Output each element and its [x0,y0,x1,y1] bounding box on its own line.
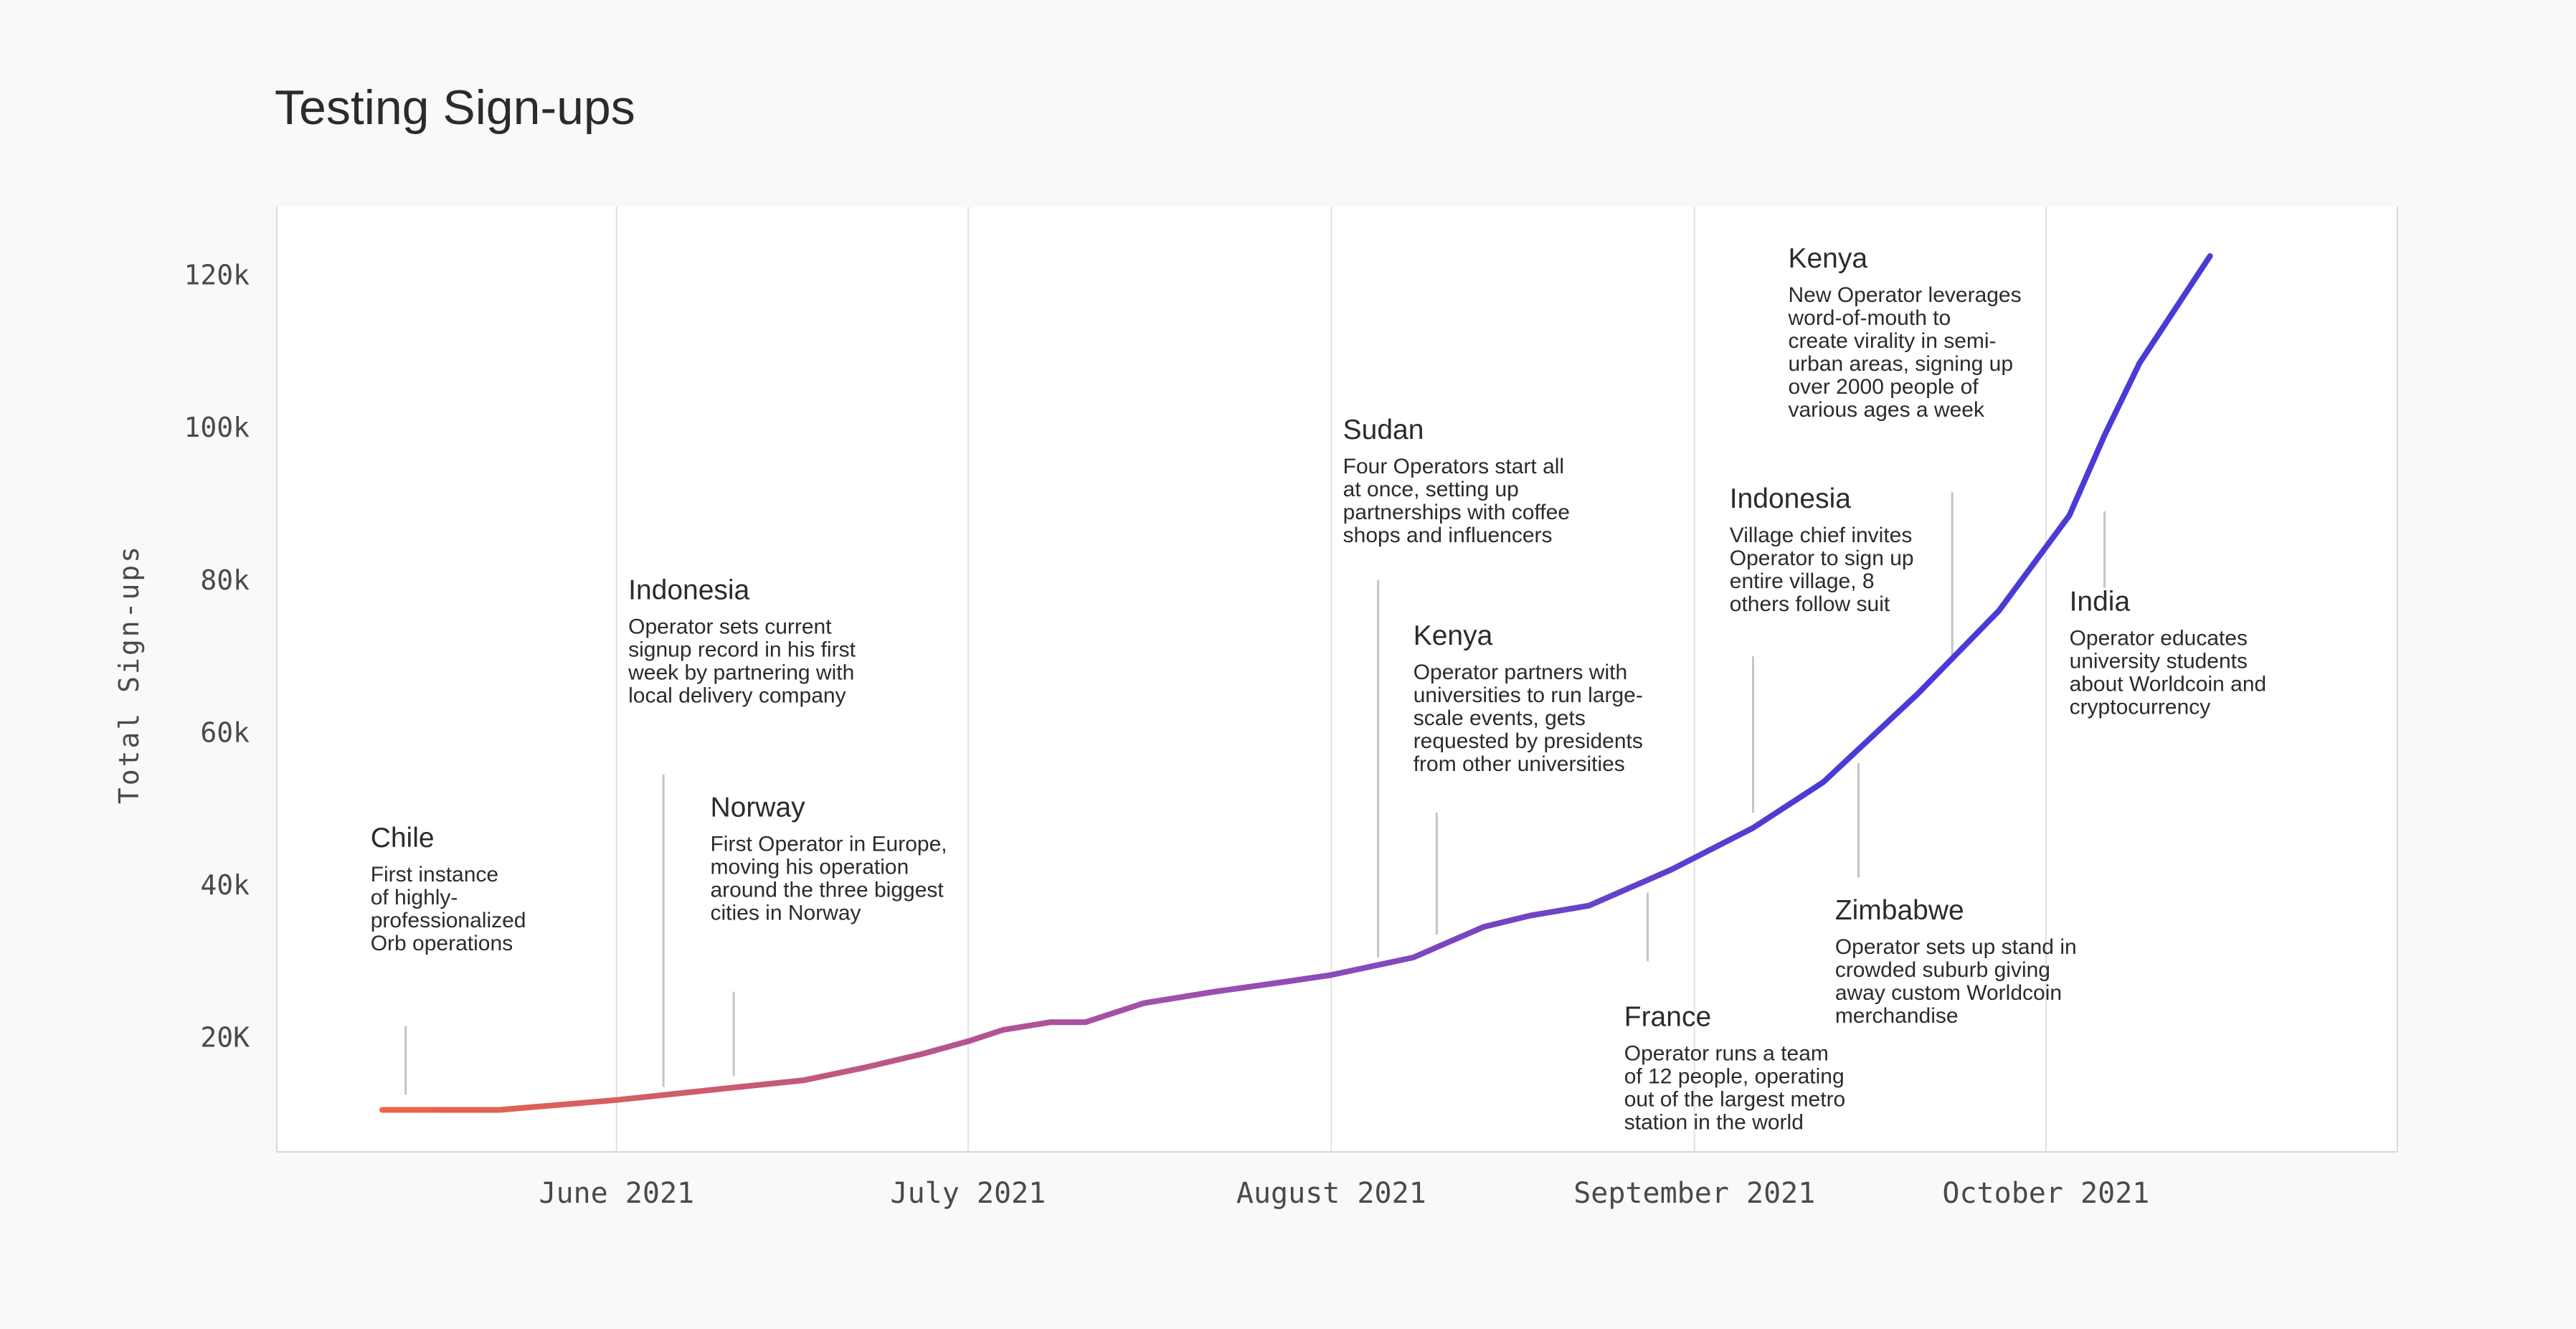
y-axis: 120k 100k 80k 60k 40k 20K [184,260,250,1054]
annotation-text-line: of highly- [371,886,458,909]
annotation-title: Sudan [1343,415,1424,445]
annotation-text-line: shops and influencers [1343,524,1553,547]
annotation-text-line: about Worldcoin and [2070,672,2267,696]
annotation-text-line: requested by presidents [1414,729,1643,753]
y-tick-label: 20K [200,1022,250,1054]
annotation-text-line: partnerships with coffee [1343,501,1570,524]
annotation-text-line: station in the world [1624,1111,1804,1135]
annotation-title: France [1624,1002,1711,1033]
annotation-title: India [2070,586,2131,617]
annotation-text-line: cities in Norway [710,901,861,924]
annotation-text-line: moving his operation [710,855,909,879]
annotation-title: Kenya [1414,620,1493,651]
annotation-title: Indonesia [628,574,749,605]
annotation-title: Chile [371,823,435,853]
y-axis-label: Total Sign-ups [113,544,145,804]
annotation-text-line: Four Operators start all [1343,455,1564,478]
annotation-text-line: away custom Worldcoin [1835,981,2062,1005]
annotation-text-line: others follow suit [1730,592,1890,616]
y-tick-label: 100k [184,412,250,443]
annotation-text-line: Orb operations [371,932,513,955]
annotation-text-line: merchandise [1835,1004,1959,1028]
annotation-text-line: Operator runs a team [1624,1042,1829,1066]
annotation-text-line: First instance [371,863,498,886]
annotation-text-line: scale events, gets [1414,706,1586,730]
annotation-text-line: Operator to sign up [1730,547,1914,570]
annotation-text-line: over 2000 people of [1788,375,1979,399]
annotation-text-line: from other universities [1414,752,1625,776]
annotation-text-line: around the three biggest [710,878,944,902]
x-tick-label: September 2021 [1573,1177,1815,1210]
annotation-text-line: signup record in his first [628,638,856,661]
annotation: Norway First Operator in Europe,moving hi… [710,792,947,924]
annotation-text-line: New Operator leverages [1788,283,2021,307]
x-tick-label: June 2021 [539,1177,694,1210]
annotation-text-line: cryptocurrency [2070,695,2211,719]
annotation-text-line: of 12 people, operating [1624,1065,1845,1089]
annotation-text-line: local delivery company [628,684,846,707]
annotation-text-line: Operator educates [2070,626,2248,650]
annotation-title: Zimbabwe [1835,895,1964,926]
y-tick-label: 120k [184,260,250,291]
annotation-text-line: create virality in semi- [1788,329,1996,353]
annotation-text-line: university students [2070,649,2248,673]
annotation-text-line: Operator partners with [1414,661,1627,684]
annotation-text-line: professionalized [371,909,526,932]
y-tick-label: 40k [200,869,250,901]
y-tick-label: 60k [200,716,250,748]
x-tick-label: August 2021 [1236,1177,1426,1210]
annotation-text-line: entire village, 8 [1730,569,1875,593]
x-tick-label: October 2021 [1942,1177,2149,1210]
chart-title: Testing Sign-ups [275,80,635,135]
annotation-text-line: word-of-mouth to [1787,306,1951,330]
plot-frame [276,207,2398,1153]
annotation-text-line: crowded suburb giving [1835,958,2050,982]
annotation-text-line: Village chief invites [1730,524,1913,547]
annotation-text-line: at once, setting up [1343,478,1519,501]
annotation-title: Indonesia [1730,483,1851,514]
annotation-text-line: Operator sets current [628,615,832,638]
annotation-text-line: week by partnering with [628,661,854,684]
x-tick-label: July 2021 [891,1177,1046,1210]
sign-ups-line [379,253,2213,1113]
annotation-text-line: Operator sets up stand in [1835,935,2077,959]
annotation-text-line: urban areas, signing up [1788,352,2013,376]
annotation-title: Kenya [1788,243,1867,274]
annotation-text-line: First Operator in Europe, [710,832,947,856]
plot-area [277,207,2397,1152]
grid-lines [615,207,2047,1152]
annotation: Kenya Operator partners withuniversities … [1414,620,1643,776]
annotation: Zimbabwe Operator sets up stand incrowded… [1835,895,2077,1028]
y-tick-label: 80k [200,564,250,596]
annotation-text-line: out of the largest metro [1624,1088,1846,1112]
annotation-text-line: various ages a week [1788,398,1984,422]
annotation-text-line: universities to run large- [1414,684,1643,707]
annotation-title: Norway [710,792,805,823]
x-axis: June 2021 July 2021 August 2021 September 2… [539,1177,2149,1210]
annotation: Kenya New Operator leveragesword-of-mouth… [1787,243,2021,422]
annotation-leaders [404,492,2106,1095]
